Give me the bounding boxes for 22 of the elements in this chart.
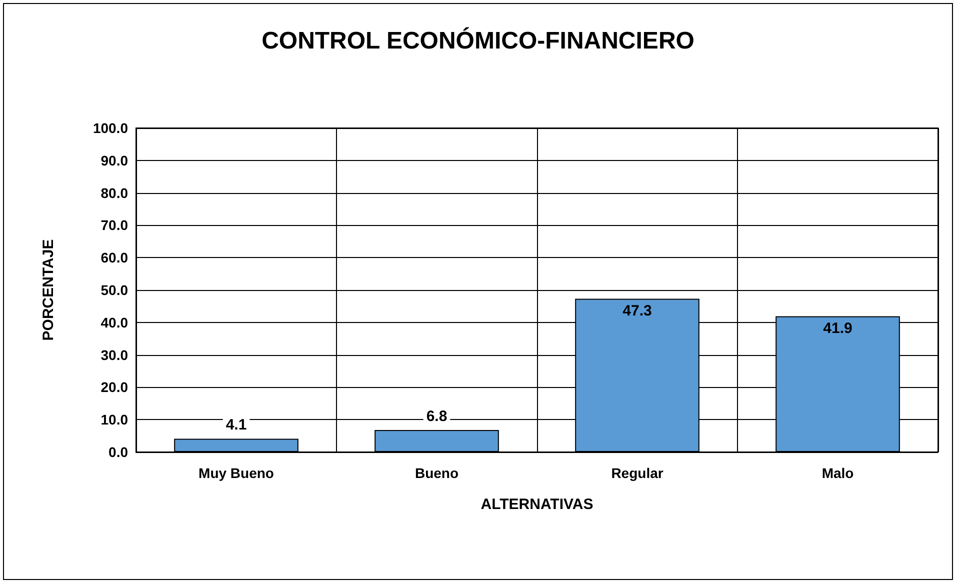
chart-title: CONTROL ECONÓMICO-FINANCIERO: [262, 26, 694, 54]
x-tick-label: Malo: [822, 465, 854, 481]
x-tick-label: Bueno: [414, 465, 459, 481]
y-tick-label: 80.0: [100, 184, 128, 201]
y-tick-label: 40.0: [100, 314, 128, 330]
data-label: 4.1: [226, 416, 247, 434]
x-axis-title: ALTERNATIVAS: [480, 496, 594, 513]
y-tick-label: 60.0: [100, 250, 128, 266]
y-tick-label: 70.0: [100, 217, 128, 234]
y-tick-label: 10.0: [100, 412, 128, 428]
y-axis-title: PORCENTAJE: [40, 239, 57, 341]
y-tick-label: 90.0: [100, 152, 128, 168]
data-label: 6.8: [426, 408, 448, 425]
x-tick-label: Muy Bueno: [198, 465, 274, 481]
y-tick-label: 100.0: [92, 120, 128, 136]
y-tick-label: 20.0: [100, 379, 128, 396]
data-label: 41.9: [823, 320, 852, 338]
y-tick-label: 0.0: [108, 444, 128, 460]
x-tick-label: Regular: [611, 465, 664, 481]
y-tick-label: 50.0: [100, 282, 128, 298]
data-label: 47.3: [622, 302, 652, 320]
y-tick-label: 30.0: [100, 346, 128, 363]
